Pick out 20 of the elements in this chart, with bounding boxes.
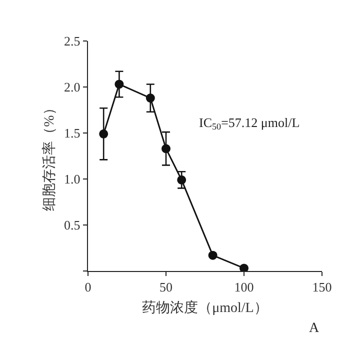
x-tick-label: 50: [160, 280, 172, 295]
y-tick-label: 2.0: [64, 80, 80, 95]
x-tick-label: 100: [234, 280, 254, 295]
y-tick-label: 1.5: [64, 126, 80, 141]
point: [240, 264, 248, 271]
point: [146, 94, 155, 103]
y-tick-label: 0.5: [64, 218, 80, 233]
x-tick-label: 0: [84, 280, 92, 295]
x-axis-title: 药物浓度（μmol/L）: [142, 300, 268, 316]
point: [114, 80, 124, 89]
y-axis-title: 细胞存活率（%）: [42, 101, 58, 211]
point: [177, 175, 186, 184]
point: [162, 144, 170, 154]
text: A: [309, 321, 320, 336]
point: [99, 129, 108, 138]
annotation: IC$_{50}$=57.12 μmol/L: [199, 115, 300, 132]
point: [208, 250, 218, 260]
y-tick-label: 2.5: [64, 34, 80, 49]
y-tick-label: 1.0: [64, 172, 80, 187]
x-tick-label: 150: [312, 280, 332, 295]
